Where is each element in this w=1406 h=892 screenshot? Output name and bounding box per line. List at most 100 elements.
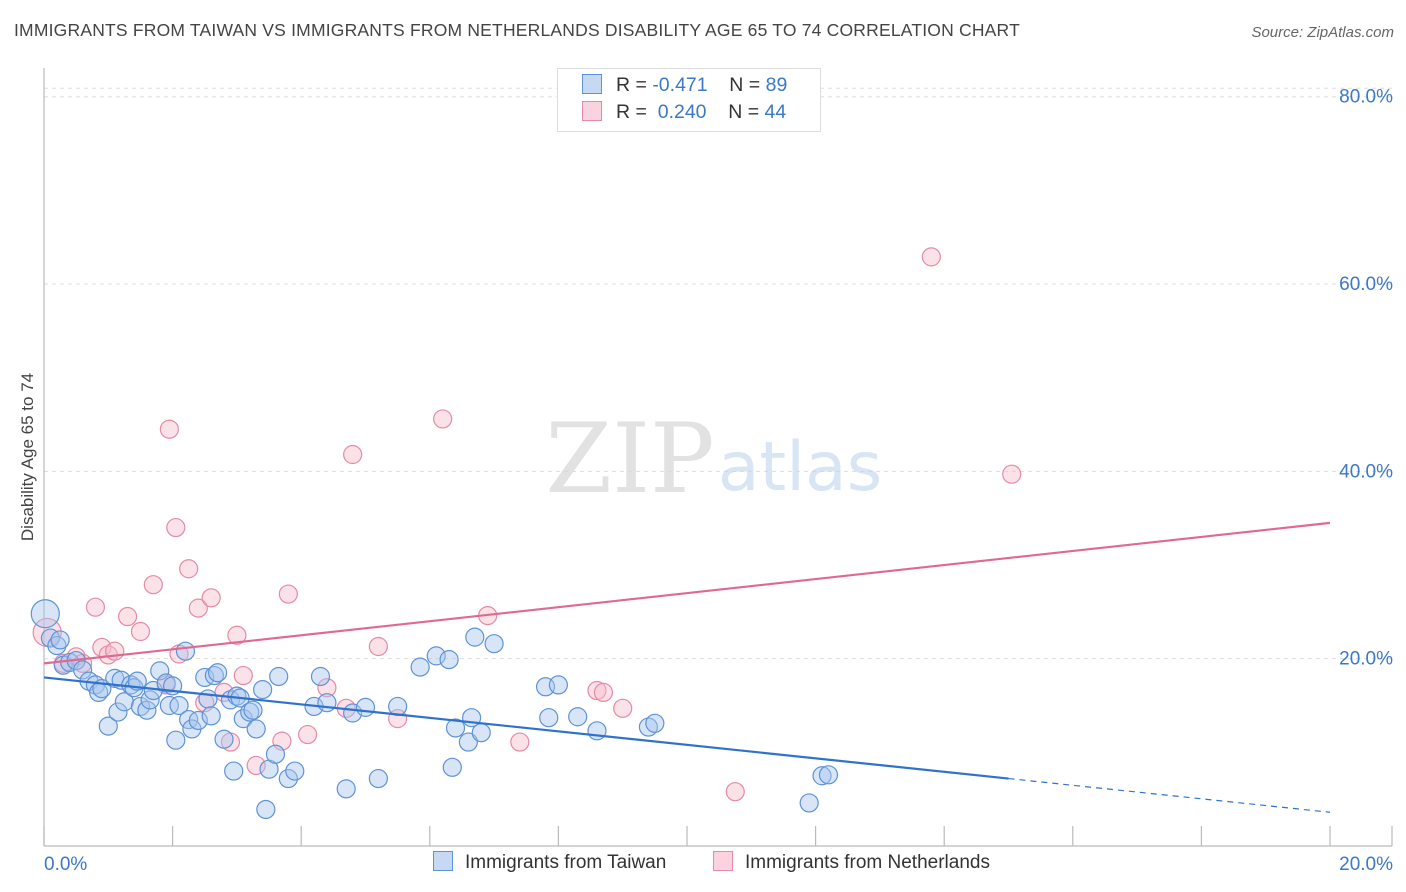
point-taiwan: [243, 700, 263, 720]
point-taiwan: [355, 697, 376, 717]
y-tick-label: 20.0%: [1339, 649, 1393, 670]
point-netherlands: [613, 698, 633, 718]
point-netherlands: [188, 598, 208, 618]
point-netherlands: [725, 782, 745, 802]
point-netherlands: [130, 621, 151, 642]
point-taiwan: [188, 710, 208, 731]
trendline-netherlands: [43, 521, 1331, 665]
point-taiwan: [72, 660, 93, 680]
point-netherlands: [278, 584, 298, 604]
point-taiwan: [47, 635, 67, 656]
point-taiwan: [445, 718, 466, 738]
x-tick-label: 0.0%: [44, 854, 87, 875]
point-taiwan: [224, 761, 244, 781]
y-tick-label: 40.0%: [1339, 461, 1393, 482]
legend-n-label: N =: [729, 74, 761, 96]
point-taiwan: [539, 708, 559, 728]
point-taiwan: [310, 666, 331, 687]
point-netherlands: [921, 247, 941, 267]
point-taiwan: [169, 695, 189, 716]
legend-r-label: R =: [616, 74, 647, 96]
point-taiwan: [410, 657, 430, 677]
point-netherlands: [166, 517, 186, 538]
point-taiwan: [278, 768, 298, 789]
point-taiwan: [471, 723, 491, 743]
legend-swatch-taiwan: [582, 74, 602, 94]
point-taiwan: [240, 702, 260, 722]
point-taiwan: [439, 650, 459, 670]
point-taiwan: [50, 630, 70, 650]
legend-row-taiwan: R = -0.471 N = 89: [582, 74, 787, 98]
point-taiwan: [465, 627, 485, 647]
series-swatch-netherlands: [713, 851, 733, 871]
point-taiwan: [198, 689, 218, 709]
point-taiwan: [30, 599, 60, 629]
point-taiwan: [265, 744, 286, 764]
point-taiwan: [458, 732, 478, 752]
point-taiwan: [285, 761, 305, 781]
series-swatch-taiwan: [433, 851, 453, 871]
point-netherlands: [343, 444, 363, 465]
point-taiwan: [484, 634, 504, 654]
point-taiwan: [645, 713, 665, 733]
point-taiwan: [253, 679, 273, 700]
point-taiwan: [269, 666, 289, 687]
point-netherlands: [201, 588, 221, 608]
point-taiwan: [368, 768, 388, 789]
y-tick-label: 60.0%: [1339, 274, 1393, 295]
y-tick-label: 80.0%: [1339, 87, 1393, 108]
point-taiwan: [818, 765, 839, 785]
point-netherlands: [227, 625, 247, 645]
series-label-netherlands: Immigrants from Netherlands: [745, 852, 990, 873]
point-taiwan: [548, 675, 569, 695]
point-taiwan: [317, 693, 337, 713]
point-netherlands: [233, 665, 253, 686]
point-taiwan: [195, 667, 215, 688]
series-legend-netherlands: Immigrants from Netherlands: [713, 851, 990, 874]
point-taiwan: [108, 702, 128, 722]
point-netherlands: [105, 641, 125, 661]
point-taiwan: [336, 779, 356, 799]
legend-n-label: N =: [728, 101, 760, 123]
point-netherlands: [510, 732, 530, 752]
point-netherlands: [246, 755, 266, 776]
point-netherlands: [117, 606, 138, 627]
point-taiwan: [98, 716, 118, 736]
legend-r-value-taiwan: -0.471: [652, 74, 708, 96]
point-taiwan: [426, 646, 446, 666]
x-tick-label: 20.0%: [1339, 854, 1393, 875]
point-taiwan: [40, 628, 61, 648]
point-taiwan: [214, 729, 234, 749]
point-taiwan: [150, 661, 170, 681]
legend-swatch-netherlands: [582, 101, 602, 121]
correlation-legend: R = -0.471 N = 89 R = 0.240 N = 44: [557, 68, 821, 132]
point-taiwan: [442, 757, 462, 777]
point-taiwan: [159, 695, 179, 716]
point-taiwan: [799, 793, 819, 813]
point-taiwan: [201, 706, 221, 726]
point-netherlands: [433, 409, 453, 429]
point-taiwan: [246, 719, 266, 739]
point-netherlands: [1002, 464, 1022, 484]
point-netherlands: [317, 678, 337, 698]
point-taiwan: [204, 665, 224, 686]
point-netherlands: [179, 559, 199, 579]
point-netherlands: [159, 419, 179, 439]
point-netherlands: [368, 636, 388, 657]
legend-n-value-netherlands: 44: [764, 101, 787, 123]
watermark-zip: ZIP: [545, 403, 714, 515]
chart-title: IMMIGRANTS FROM TAIWAN VS IMMIGRANTS FRO…: [14, 20, 1020, 40]
series-legend-taiwan: Immigrants from Taiwan: [433, 851, 666, 874]
legend-row-netherlands: R = 0.240 N = 44: [582, 101, 786, 125]
point-netherlands: [85, 597, 106, 617]
source-credit: Source: ZipAtlas.com: [1251, 24, 1394, 41]
series-label-taiwan: Immigrants from Taiwan: [465, 852, 667, 873]
point-taiwan: [568, 707, 588, 727]
point-taiwan: [175, 641, 196, 661]
trendline-taiwan-extension: [1008, 777, 1331, 813]
trendline-taiwan: [43, 676, 1009, 780]
legend-r-value-netherlands: 0.240: [657, 101, 707, 123]
point-netherlands: [593, 682, 614, 703]
point-taiwan: [208, 663, 228, 683]
